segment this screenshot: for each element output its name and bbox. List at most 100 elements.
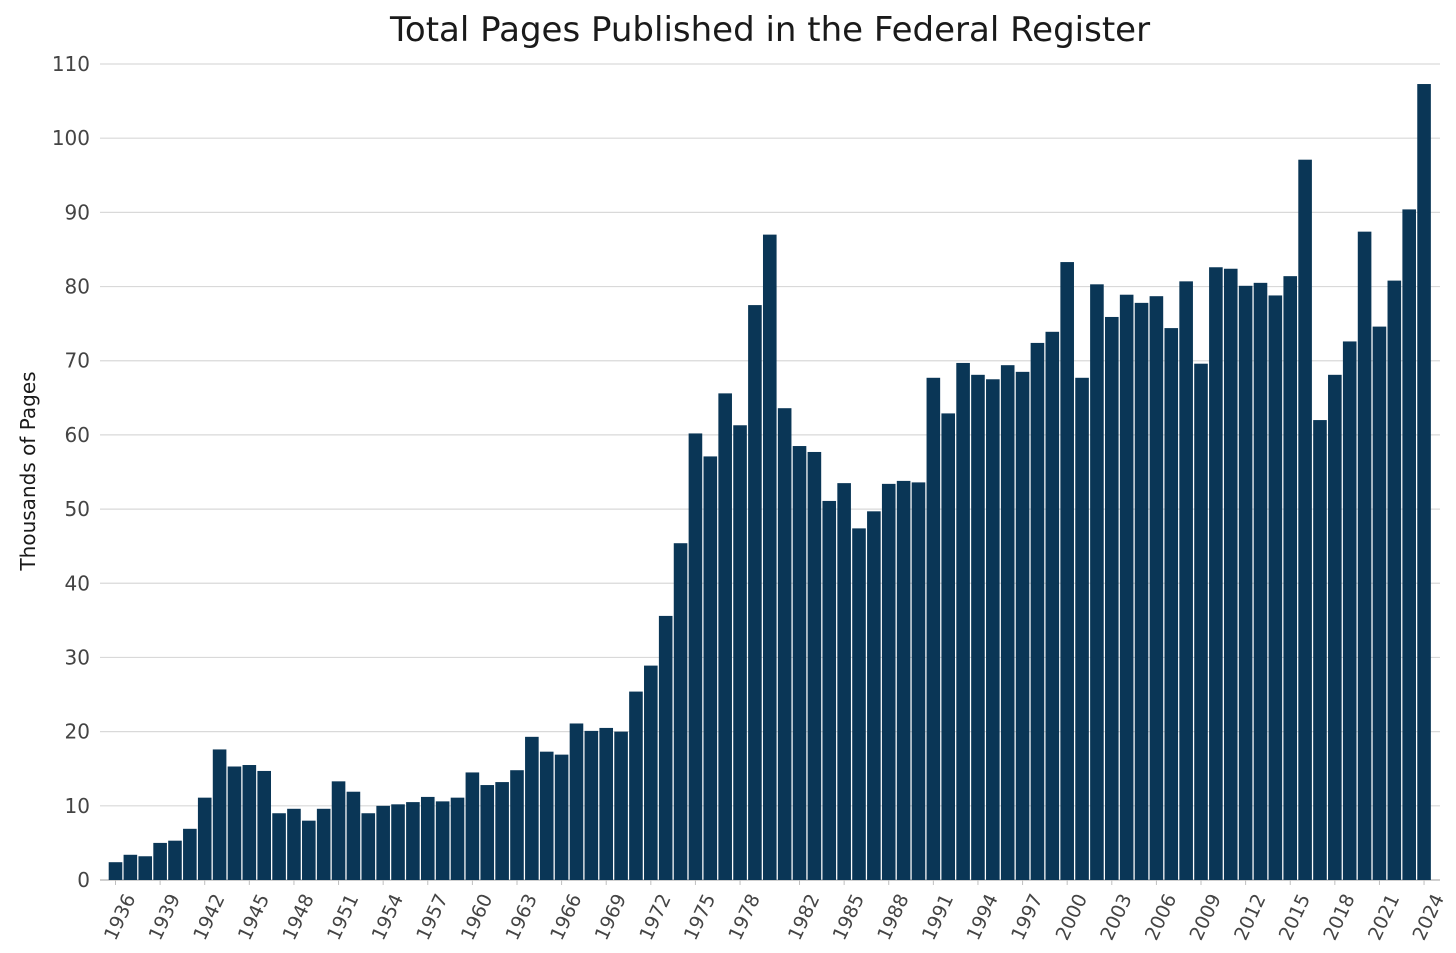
bar-1995 xyxy=(986,379,1000,880)
bar-1960 xyxy=(465,772,480,880)
x-tick-label: 1975 xyxy=(680,891,720,944)
bar-1961 xyxy=(480,785,495,880)
bar-1940 xyxy=(168,840,182,880)
bar-2022 xyxy=(1387,280,1402,880)
y-tick-label: 60 xyxy=(65,423,90,447)
bar-1971 xyxy=(629,691,643,880)
bar-1945 xyxy=(242,765,257,880)
bar-2002 xyxy=(1090,284,1104,880)
bar-2021 xyxy=(1372,326,1387,881)
x-tick-label: 1945 xyxy=(234,891,274,944)
bar-2017 xyxy=(1313,420,1327,880)
bar-1978 xyxy=(733,425,747,880)
x-tick-label: 1991 xyxy=(918,891,958,944)
bar-1969 xyxy=(599,727,614,880)
bar-1941 xyxy=(183,828,197,880)
x-tick-label: 2018 xyxy=(1319,891,1359,944)
chart-title: Total Pages Published in the Federal Reg… xyxy=(389,10,1151,50)
bar-1975 xyxy=(688,433,703,880)
bar-1952 xyxy=(346,791,361,880)
bar-1979 xyxy=(748,305,762,881)
x-tick-label: 1963 xyxy=(501,891,541,944)
bar-1943 xyxy=(212,749,227,880)
bar-1964 xyxy=(525,736,539,880)
x-tick-label: 1939 xyxy=(145,891,185,944)
bar-1950 xyxy=(316,808,331,880)
bar-1985 xyxy=(837,483,851,880)
bar-2009 xyxy=(1194,363,1208,880)
bar-1959 xyxy=(450,797,465,880)
bar-1983 xyxy=(807,451,822,880)
bar-2007 xyxy=(1164,328,1179,881)
bar-1956 xyxy=(406,802,420,880)
bar-1962 xyxy=(495,782,509,880)
x-tick-label: 2012 xyxy=(1230,891,1270,944)
x-tick-label: 2000 xyxy=(1052,891,1092,944)
bar-1992 xyxy=(941,413,956,880)
x-tick-label: 1942 xyxy=(189,891,229,944)
bar-1988 xyxy=(881,483,896,880)
y-tick-label: 40 xyxy=(65,571,90,595)
bar-1970 xyxy=(614,731,628,880)
bar-1982 xyxy=(792,446,807,880)
x-tick-label: 1997 xyxy=(1007,891,1047,944)
bar-2014 xyxy=(1268,295,1283,880)
bar-1947 xyxy=(272,813,286,880)
x-tick-label: 1960 xyxy=(457,891,497,944)
x-tick-label: 1936 xyxy=(100,891,140,944)
y-axis-ticks: 0 10 20 30 40 50 60 70 80 90 100 110 xyxy=(52,52,90,892)
bar-1981 xyxy=(777,408,792,880)
bar-2024 xyxy=(1417,84,1431,880)
bar-2010 xyxy=(1209,267,1223,880)
bar-1996 xyxy=(1000,365,1015,880)
bar-1994 xyxy=(971,374,985,880)
x-tick-label: 2015 xyxy=(1275,891,1315,944)
y-tick-label: 110 xyxy=(52,52,90,76)
bar-1966 xyxy=(554,754,569,880)
bar-2003 xyxy=(1104,316,1119,881)
bar-1965 xyxy=(539,751,554,880)
bar-1968 xyxy=(584,730,599,880)
bar-1997 xyxy=(1015,371,1030,880)
bar-2000 xyxy=(1060,262,1074,880)
bar-1937 xyxy=(123,854,138,880)
bar-1948 xyxy=(287,808,301,880)
y-tick-label: 80 xyxy=(65,275,90,299)
bar-1951 xyxy=(331,781,346,880)
bar-1987 xyxy=(867,511,881,880)
bar-1963 xyxy=(510,770,524,880)
x-tick-label: 1954 xyxy=(368,891,408,944)
x-axis-ticks: 1936 1939 1942 1945 1948 1951 1954 1957 1960 1963… xyxy=(100,880,1449,944)
y-tick-label: 20 xyxy=(65,720,90,744)
x-tick-label: 2009 xyxy=(1185,891,1225,944)
y-tick-label: 50 xyxy=(65,497,90,521)
y-tick-label: 30 xyxy=(65,645,90,669)
bar-1946 xyxy=(257,770,271,880)
bar-1944 xyxy=(227,766,242,880)
bar-1949 xyxy=(302,820,316,880)
x-tick-label: 1972 xyxy=(635,891,675,944)
x-tick-label: 1982 xyxy=(784,891,824,944)
bar-1953 xyxy=(361,813,376,880)
x-tick-label: 1966 xyxy=(546,891,586,944)
y-tick-label: 10 xyxy=(65,794,90,818)
bar-1976 xyxy=(703,456,718,880)
x-tick-label: 1994 xyxy=(962,891,1002,944)
x-tick-label: 2024 xyxy=(1409,891,1449,944)
bar-2016 xyxy=(1298,159,1312,880)
bar-1954 xyxy=(376,805,390,880)
bar-2008 xyxy=(1179,281,1193,881)
bar-1984 xyxy=(822,500,837,880)
bar-2012 xyxy=(1238,285,1253,880)
x-tick-label: 1988 xyxy=(873,891,913,944)
bar-2005 xyxy=(1134,302,1149,880)
x-tick-label: 1969 xyxy=(591,891,631,944)
bar-2020 xyxy=(1357,231,1372,880)
bar-1986 xyxy=(852,528,866,880)
bar-2006 xyxy=(1149,296,1164,880)
y-tick-label: 0 xyxy=(77,868,90,892)
x-tick-label: 2006 xyxy=(1141,891,1181,944)
bar-1958 xyxy=(435,801,450,880)
x-tick-label: 1985 xyxy=(829,891,869,944)
